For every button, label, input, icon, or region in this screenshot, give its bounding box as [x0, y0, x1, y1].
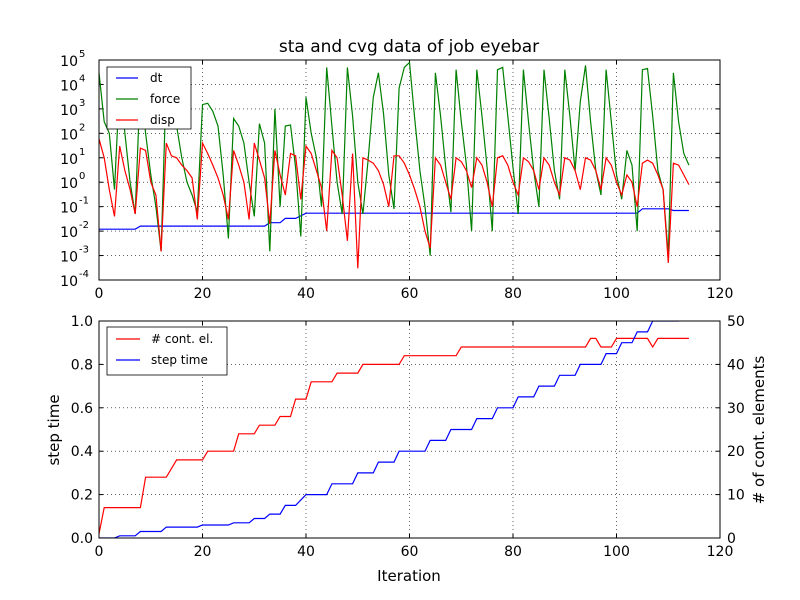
x-tick-label: 80	[504, 286, 522, 302]
y-tick-label-left: 1.0	[71, 314, 93, 330]
bottom-legend: # cont. el. step time	[106, 326, 228, 376]
y-tick-exponent: -2	[79, 220, 89, 231]
y-tick-label: 10	[60, 250, 78, 266]
x-tick-label: 0	[95, 286, 104, 302]
y-tick-label-right: 30	[727, 401, 745, 417]
y-tick-label: 10	[60, 54, 78, 70]
series-line-step time	[99, 321, 680, 538]
y-tick-exponent: -4	[79, 269, 89, 280]
legend-box	[106, 326, 228, 376]
legend-box	[106, 66, 192, 130]
top-series-group	[98, 61, 690, 269]
x-tick-label: 40	[297, 544, 315, 560]
legend-label-step time: step time	[151, 353, 208, 367]
y-tick-label: 10	[60, 103, 78, 119]
y-tick-exponent: 2	[79, 122, 85, 133]
y-tick-label-left: 0.2	[71, 488, 93, 504]
series-line-# cont. el.	[99, 337, 689, 534]
y-tick-label-left: 0.6	[71, 401, 93, 417]
step-time-chart: 0 20 40 60 80 100 120 0.0 0.2 0.4 0.6 0.8 1.0 0 10 20 30…	[45, 314, 768, 585]
y-tick-label-right: 10	[727, 488, 745, 504]
y-tick-exponent: -3	[79, 245, 89, 256]
x-tick-label: 100	[603, 544, 630, 560]
chart-title: sta and cvg data of job eyebar	[279, 37, 539, 57]
legend-label-dt: dt	[150, 71, 163, 85]
bottom-plot-frame	[98, 320, 721, 539]
x-axis-label: Iteration	[377, 567, 441, 585]
x-tick-label: 0	[95, 544, 104, 560]
x-tick-label: 120	[707, 544, 734, 560]
y-axis-label-right: # of cont. elements	[750, 356, 768, 505]
y-axis-label-left: step time	[45, 394, 63, 465]
x-tick-label: 120	[707, 286, 734, 302]
x-tick-label: 40	[297, 286, 315, 302]
y-tick-label-left: 0.0	[71, 531, 93, 547]
y-tick-label: 10	[60, 225, 78, 241]
bottom-tick-labels: 0 20 40 60 80 100 120 0.0 0.2 0.4 0.6 0.8 1.0 0 10 20 30…	[71, 314, 745, 560]
y-tick-label: 10	[60, 201, 78, 217]
y-tick-exponent: 4	[79, 73, 85, 84]
x-tick-label: 80	[504, 544, 522, 560]
legend-label-# cont. el.: # cont. el.	[151, 332, 213, 346]
series-line-disp	[98, 138, 690, 269]
bottom-series-group	[99, 321, 689, 538]
x-tick-label: 20	[194, 544, 212, 560]
y-tick-label-right: 0	[727, 531, 736, 547]
y-tick-exponent: 3	[79, 98, 85, 109]
x-tick-label: 60	[401, 286, 419, 302]
log-scale-chart: sta and cvg data of job eyebar 0 20 40 60 80…	[60, 37, 733, 302]
legend-label-force: force	[150, 92, 180, 106]
y-tick-exponent: 5	[79, 49, 85, 60]
y-tick-label: 10	[60, 127, 78, 143]
y-tick-label-right: 40	[727, 357, 745, 373]
y-tick-label: 10	[60, 176, 78, 192]
legend-label-disp: disp	[150, 113, 175, 127]
x-tick-label: 100	[603, 286, 630, 302]
y-tick-exponent: -1	[79, 196, 89, 207]
y-tick-label: 10	[60, 152, 78, 168]
y-tick-label-right: 20	[727, 444, 745, 460]
series-line-dt	[99, 208, 689, 230]
y-tick-label-left: 0.8	[71, 357, 93, 373]
x-tick-label: 60	[401, 544, 419, 560]
top-grid	[98, 59, 721, 281]
y-tick-exponent: 0	[79, 171, 85, 182]
top-legend: dt force disp	[106, 66, 192, 130]
x-tick-label: 20	[194, 286, 212, 302]
y-tick-label-right: 50	[727, 314, 745, 330]
y-tick-exponent: 1	[79, 147, 85, 158]
top-plot-frame	[98, 59, 721, 281]
y-tick-label: 10	[60, 274, 78, 290]
y-tick-label-left: 0.4	[71, 444, 93, 460]
y-tick-label: 10	[60, 78, 78, 94]
